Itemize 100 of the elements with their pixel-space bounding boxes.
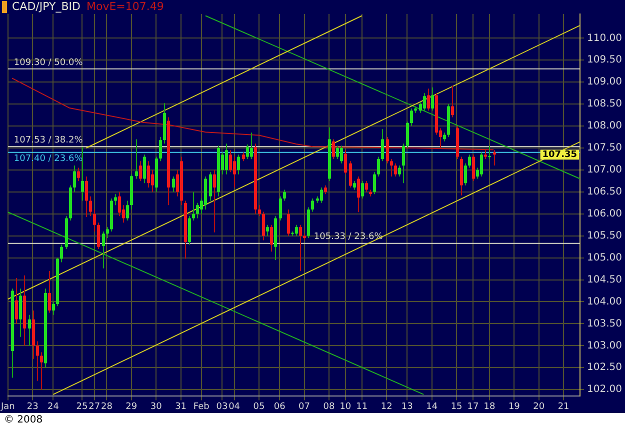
x-tick-label: 30 <box>150 402 162 412</box>
candlestick <box>480 152 483 178</box>
text: © 2008 <box>4 414 43 426</box>
candlestick <box>381 128 384 162</box>
y-tick-label: 108.00 <box>587 120 622 132</box>
candlestick <box>114 194 117 206</box>
candlestick <box>93 208 96 232</box>
candlestick <box>97 222 100 250</box>
x-tick-label: 17 <box>467 402 479 412</box>
candlestick <box>102 230 105 269</box>
candlestick <box>332 138 335 160</box>
y-tick-label: 102.00 <box>587 384 622 396</box>
x-tick-label: 08 <box>323 402 335 412</box>
candlestick <box>373 172 376 195</box>
x-tick-label: 19 <box>508 402 520 412</box>
candlestick <box>237 154 240 175</box>
chart-title: CAD/JPY_BID <box>12 0 80 13</box>
candlestick <box>19 288 22 338</box>
candlestick <box>73 165 76 192</box>
candlestick <box>488 145 491 160</box>
candlestick <box>287 208 290 236</box>
candlestick <box>468 154 471 168</box>
candlestick <box>390 158 393 178</box>
candlestick <box>295 224 298 236</box>
x-tick-label: 18 <box>484 402 496 412</box>
candlestick <box>320 187 323 204</box>
candlestick <box>377 156 380 178</box>
candlestick <box>262 211 265 241</box>
candlestick <box>340 145 343 164</box>
y-tick-label: 109.50 <box>587 54 622 66</box>
candlestick <box>151 169 154 192</box>
x-tick-label: 14 <box>426 402 438 412</box>
y-tick-label: 109.00 <box>587 76 622 88</box>
candlestick <box>357 176 360 213</box>
candlestick <box>250 132 253 160</box>
x-tick-label: 10 <box>340 402 352 412</box>
candlestick <box>48 270 51 314</box>
candlestick <box>135 138 138 180</box>
ref-line-label: 107.40 / 23.6% <box>14 154 84 164</box>
y-tick-label: 103.50 <box>587 318 622 330</box>
y-tick-label: 105.50 <box>587 230 622 242</box>
y-tick-label: 107.00 <box>587 164 622 176</box>
candlestick <box>402 143 405 184</box>
candlestick <box>472 154 475 182</box>
candlestick <box>427 88 430 112</box>
candlestick <box>77 167 80 182</box>
candlestick <box>36 340 39 382</box>
y-tick-label: 104.50 <box>587 274 622 286</box>
x-tick-label: 07 <box>298 402 310 412</box>
x-tick-label: 03 <box>216 402 228 412</box>
ref-line-label: 107.53 / 38.2% <box>14 136 84 146</box>
candlestick <box>159 136 162 162</box>
candlestick <box>258 204 261 217</box>
x-tick-label: 28 <box>100 402 113 412</box>
candlestick <box>349 160 352 188</box>
candlestick <box>270 224 273 252</box>
x-tick-label: 15 <box>450 402 462 412</box>
candlestick <box>406 121 409 148</box>
x-tick-label: 29 <box>126 402 138 412</box>
candlestick <box>15 278 18 324</box>
candlestick <box>28 314 31 346</box>
candlestick <box>118 191 121 217</box>
x-tick-label: 06 <box>274 402 286 412</box>
x-tick-label: 20 <box>533 402 545 412</box>
candlestick <box>398 165 401 178</box>
candlestick <box>147 160 150 188</box>
x-tick-label: 25 <box>76 402 88 412</box>
candlestick <box>209 172 212 202</box>
y-tick-label: 108.50 <box>587 98 622 110</box>
candlestick <box>246 144 249 160</box>
candlestick <box>229 150 232 173</box>
candlestick <box>40 352 43 390</box>
candlestick <box>410 108 413 127</box>
candlestick <box>89 196 92 217</box>
y-tick-label: 106.00 <box>587 208 622 220</box>
x-tick-label: Feb <box>193 402 210 412</box>
candlestick <box>344 150 347 175</box>
x-tick-label: 05 <box>253 402 265 412</box>
x-tick-label: 12 <box>380 402 392 412</box>
candlestick <box>451 85 454 118</box>
x-tick-label: 23 <box>26 402 38 412</box>
candlestick <box>81 146 84 202</box>
candlestick <box>299 224 302 272</box>
y-tick-label: 104.00 <box>587 296 622 308</box>
x-tick-label: 31 <box>175 402 187 412</box>
y-tick-label: 103.00 <box>587 340 622 352</box>
candlestick <box>196 202 199 219</box>
text: MovE=107.49 <box>86 0 164 13</box>
x-tick-label: 13 <box>401 402 413 412</box>
x-tick-label: 21 <box>558 402 570 412</box>
candlestick <box>233 156 236 188</box>
candlestick <box>106 226 109 239</box>
x-tick-label: Jan <box>0 402 15 412</box>
annotation: 107.35 <box>542 150 578 160</box>
candlestick <box>464 162 467 186</box>
candlestick <box>192 191 195 221</box>
candlestick <box>361 180 364 200</box>
candlestick <box>172 176 175 192</box>
candlestick <box>139 160 142 182</box>
candlestick <box>394 162 397 178</box>
